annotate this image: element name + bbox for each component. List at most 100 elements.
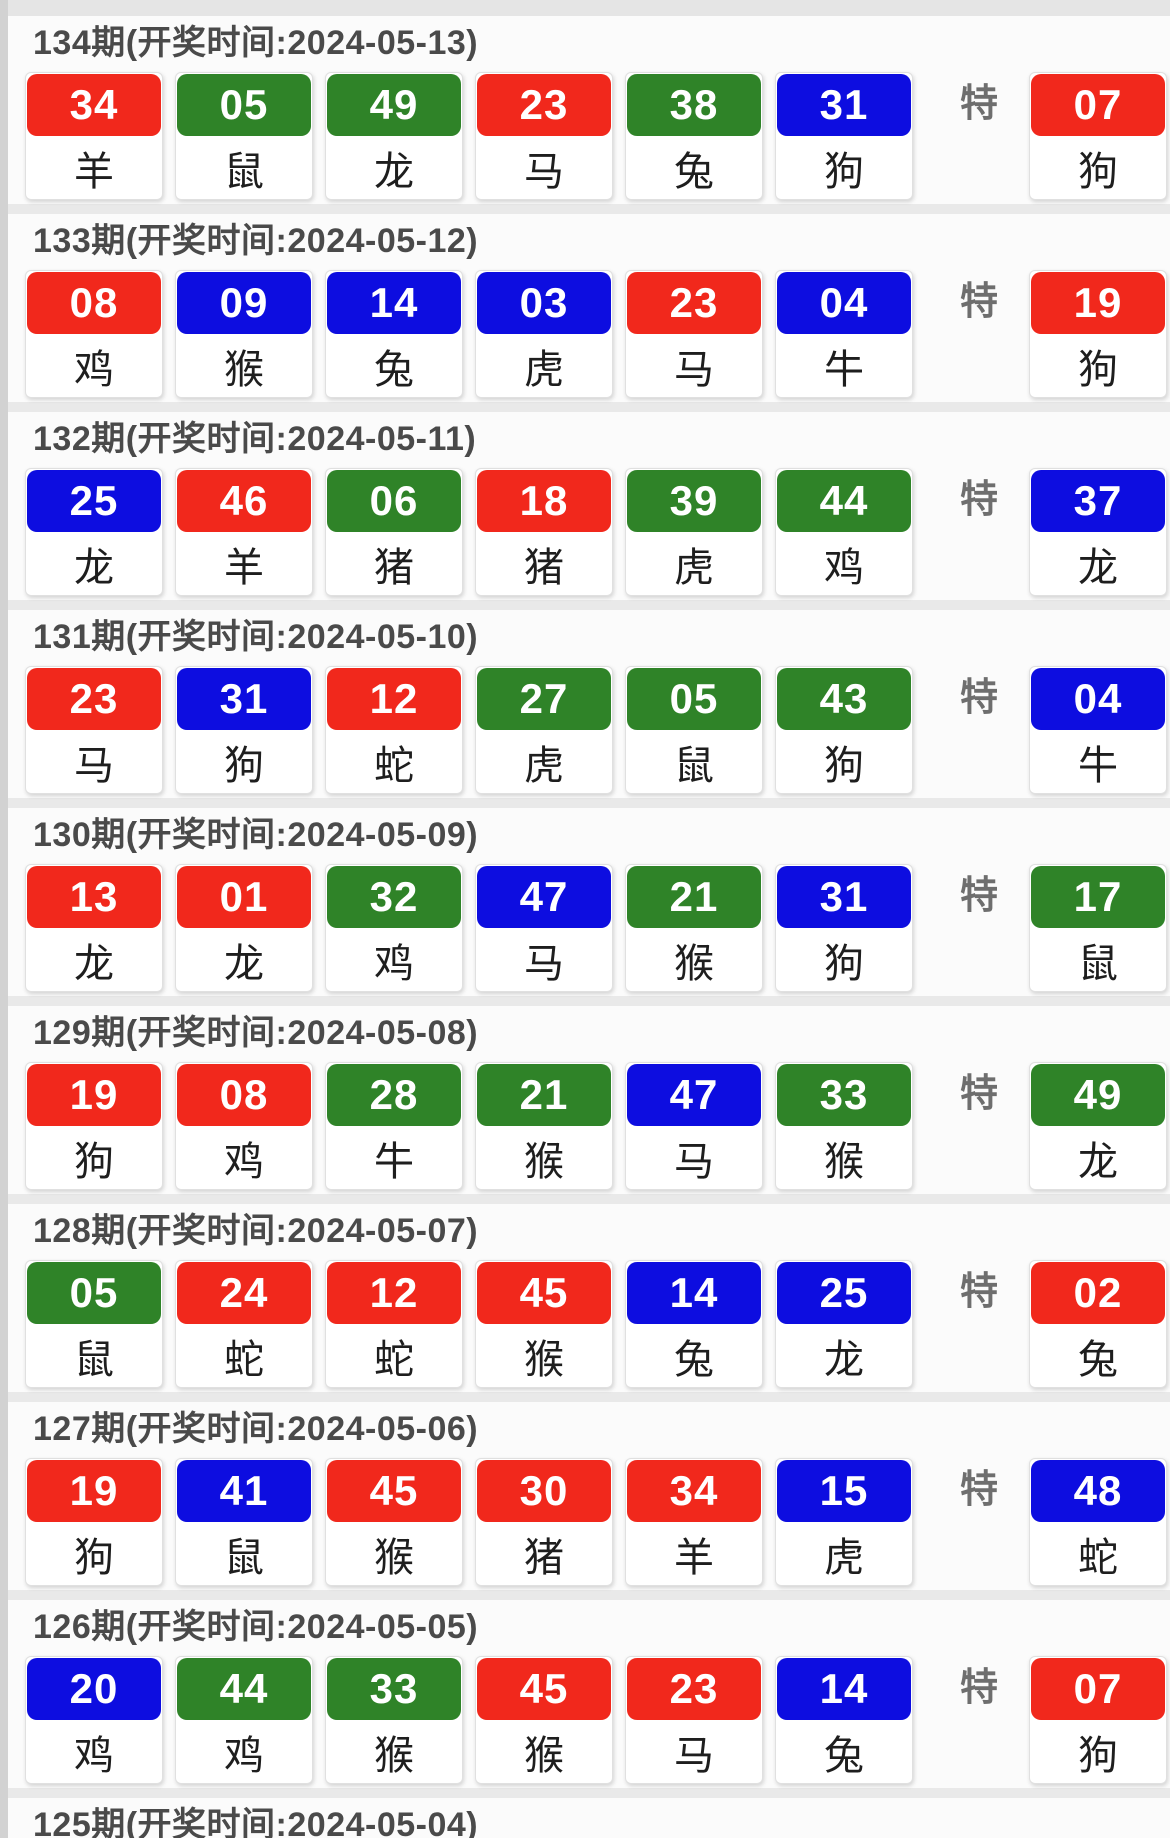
balls-row: 20 鸡 44 鸡 33 猴 45 猴 23 马 14 兔 特 07 狗	[25, 1656, 1170, 1784]
number-ball: 31	[177, 668, 311, 730]
number-ball: 05	[27, 1262, 161, 1324]
number-ball: 18	[477, 470, 611, 532]
zodiac-label: 马	[524, 942, 564, 986]
special-label: 特	[959, 1271, 998, 1313]
balls-row: 25 龙 46 羊 06 猪 18 猪 39 虎 44 鸡 特 37 龙	[25, 468, 1170, 596]
number-cell: 24 蛇	[175, 1260, 313, 1388]
zodiac-label: 兔	[674, 150, 714, 194]
zodiac-label: 猴	[524, 1338, 564, 1382]
number-ball: 49	[327, 74, 461, 136]
zodiac-label: 猴	[224, 348, 264, 392]
balls-row: 23 马 31 狗 12 蛇 27 虎 05 鼠 43 狗 特 04 牛	[25, 666, 1170, 794]
number-cell: 30 猪	[475, 1458, 613, 1586]
draw-period-header: 134期(开奖时间:2024-05-13)	[33, 24, 479, 62]
number-ball: 13	[27, 866, 161, 928]
zodiac-label: 兔	[374, 348, 414, 392]
number-ball: 21	[627, 866, 761, 928]
draw-result-row: 125期(开奖时间:2024-05-04) 特	[8, 1798, 1170, 1838]
zodiac-label: 狗	[74, 1536, 114, 1580]
zodiac-label: 羊	[74, 150, 114, 194]
number-ball: 39	[627, 470, 761, 532]
zodiac-label: 猴	[374, 1536, 414, 1580]
number-cell: 33 猴	[325, 1656, 463, 1784]
zodiac-label: 马	[674, 1734, 714, 1778]
special-label: 特	[959, 1469, 998, 1511]
number-cell: 49 龙	[325, 72, 463, 200]
number-ball: 34	[627, 1460, 761, 1522]
zodiac-label: 猴	[674, 942, 714, 986]
zodiac-label: 龙	[1078, 546, 1118, 590]
number-cell: 06 猪	[325, 468, 463, 596]
number-cell: 33 猴	[775, 1062, 913, 1190]
zodiac-label: 龙	[824, 1338, 864, 1382]
draw-result-row: 131期(开奖时间:2024-05-10) 23 马 31 狗 12 蛇 27 虎 05 鼠 43 狗…	[8, 610, 1170, 798]
special-number-cell: 17 鼠	[1029, 864, 1167, 992]
special-label: 特	[959, 1073, 998, 1115]
draw-result-row: 132期(开奖时间:2024-05-11) 25 龙 46 羊 06 猪 18 猪 39 虎 44 鸡…	[8, 412, 1170, 600]
number-cell: 14 兔	[325, 270, 463, 398]
number-ball: 04	[1031, 668, 1165, 730]
number-ball: 07	[1031, 74, 1165, 136]
zodiac-label: 鼠	[74, 1338, 114, 1382]
number-ball: 23	[627, 272, 761, 334]
zodiac-label: 兔	[1078, 1338, 1118, 1382]
special-number-cell: 48 蛇	[1029, 1458, 1167, 1586]
zodiac-label: 鸡	[224, 1734, 264, 1778]
special-label: 特	[959, 479, 998, 521]
zodiac-label: 虎	[824, 1536, 864, 1580]
zodiac-label: 羊	[674, 1536, 714, 1580]
balls-row: 34 羊 05 鼠 49 龙 23 马 38 兔 31 狗 特 07 狗	[25, 72, 1170, 200]
number-cell: 19 狗	[25, 1458, 163, 1586]
number-ball: 08	[27, 272, 161, 334]
number-ball: 47	[627, 1064, 761, 1126]
zodiac-label: 猪	[524, 546, 564, 590]
number-cell: 03 虎	[475, 270, 613, 398]
number-ball: 49	[1031, 1064, 1165, 1126]
zodiac-label: 猴	[824, 1140, 864, 1184]
zodiac-label: 兔	[674, 1338, 714, 1382]
zodiac-label: 羊	[224, 546, 264, 590]
balls-row: 13 龙 01 龙 32 鸡 47 马 21 猴 31 狗 特 17 鼠	[25, 864, 1170, 992]
number-ball: 20	[27, 1658, 161, 1720]
number-cell: 38 兔	[625, 72, 763, 200]
number-cell: 18 猪	[475, 468, 613, 596]
number-ball: 21	[477, 1064, 611, 1126]
number-ball: 38	[627, 74, 761, 136]
special-label: 特	[959, 1667, 998, 1709]
special-number-cell: 49 龙	[1029, 1062, 1167, 1190]
number-cell: 23 马	[475, 72, 613, 200]
number-ball: 27	[477, 668, 611, 730]
number-cell: 47 马	[475, 864, 613, 992]
number-cell: 41 鼠	[175, 1458, 313, 1586]
zodiac-label: 龙	[1078, 1140, 1118, 1184]
number-cell: 23 马	[625, 270, 763, 398]
zodiac-label: 狗	[74, 1140, 114, 1184]
zodiac-label: 猴	[524, 1734, 564, 1778]
balls-row: 05 鼠 24 蛇 12 蛇 45 猴 14 兔 25 龙 特 02 兔	[25, 1260, 1170, 1388]
number-ball: 47	[477, 866, 611, 928]
zodiac-label: 鸡	[224, 1140, 264, 1184]
number-ball: 43	[777, 668, 911, 730]
zodiac-label: 龙	[74, 942, 114, 986]
draw-result-row: 127期(开奖时间:2024-05-06) 19 狗 41 鼠 45 猴 30 猪 34 羊 15 虎…	[8, 1402, 1170, 1590]
balls-row: 19 狗 08 鸡 28 牛 21 猴 47 马 33 猴 特 49 龙	[25, 1062, 1170, 1190]
zodiac-label: 猴	[374, 1734, 414, 1778]
number-ball: 44	[777, 470, 911, 532]
number-ball: 25	[27, 470, 161, 532]
number-cell: 05 鼠	[175, 72, 313, 200]
number-cell: 23 马	[25, 666, 163, 794]
number-cell: 45 猴	[475, 1260, 613, 1388]
draw-result-row: 130期(开奖时间:2024-05-09) 13 龙 01 龙 32 鸡 47 马 21 猴 31 狗…	[8, 808, 1170, 996]
zodiac-label: 鸡	[824, 546, 864, 590]
draw-period-header: 126期(开奖时间:2024-05-05)	[33, 1608, 479, 1646]
number-ball: 24	[177, 1262, 311, 1324]
number-ball: 07	[1031, 1658, 1165, 1720]
number-ball: 09	[177, 272, 311, 334]
number-ball: 15	[777, 1460, 911, 1522]
number-cell: 08 鸡	[175, 1062, 313, 1190]
zodiac-label: 鸡	[374, 942, 414, 986]
number-ball: 17	[1031, 866, 1165, 928]
draw-period-header: 131期(开奖时间:2024-05-10)	[33, 618, 479, 656]
number-ball: 45	[477, 1658, 611, 1720]
